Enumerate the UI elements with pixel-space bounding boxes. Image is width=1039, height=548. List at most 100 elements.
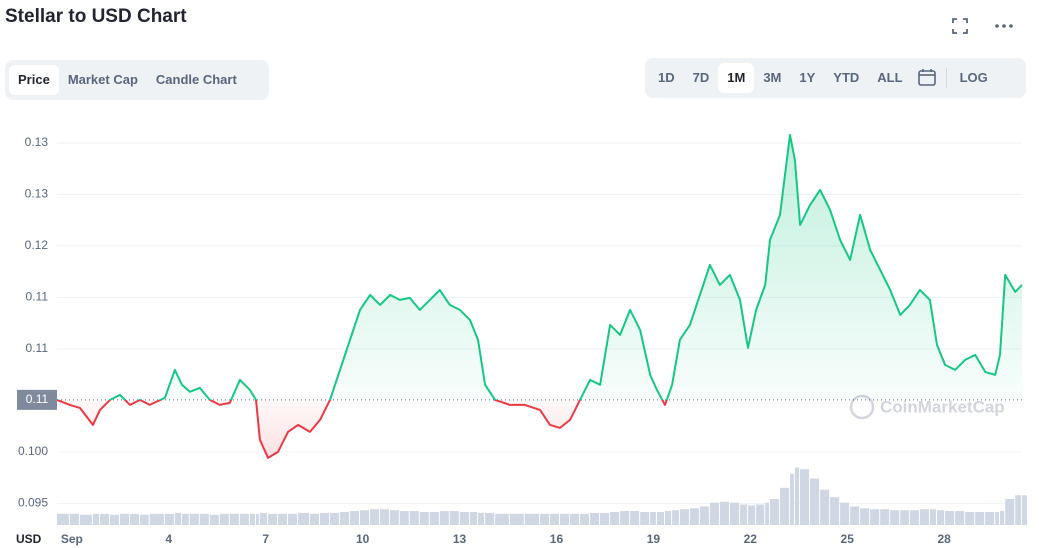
volume-bar bbox=[590, 512, 600, 525]
volume-bar bbox=[610, 512, 620, 525]
volume-bar bbox=[164, 513, 174, 525]
volume-bar bbox=[399, 511, 409, 525]
reference-label: 0.11 bbox=[26, 392, 49, 406]
range-button[interactable]: 7D bbox=[692, 70, 710, 85]
currency-label: USD bbox=[16, 532, 42, 546]
x-tick-label: 7 bbox=[262, 532, 269, 546]
y-tick-label: 0.12 bbox=[25, 238, 49, 252]
volume-bar bbox=[665, 511, 672, 525]
volume-bar bbox=[429, 512, 439, 525]
volume-bar bbox=[780, 487, 790, 525]
volume-bar bbox=[739, 504, 748, 525]
volume-bar bbox=[380, 509, 390, 525]
volume-bar bbox=[390, 510, 399, 525]
range-button[interactable]: 1M bbox=[718, 63, 755, 93]
volume-bar bbox=[1015, 495, 1021, 525]
fullscreen-icon[interactable] bbox=[950, 16, 970, 36]
tab[interactable]: Price bbox=[9, 65, 59, 95]
x-tick-label: 4 bbox=[165, 532, 172, 546]
volume-bar bbox=[449, 511, 459, 525]
volume-bar bbox=[459, 512, 469, 525]
range-button[interactable]: YTD bbox=[833, 70, 860, 85]
x-tick-label: 13 bbox=[453, 532, 467, 546]
volume-bar bbox=[620, 511, 630, 525]
volume-bar bbox=[229, 513, 239, 525]
volume-bar bbox=[485, 512, 495, 525]
volume-bar bbox=[955, 511, 965, 525]
volume-bar bbox=[249, 513, 256, 525]
x-tick-label: 10 bbox=[356, 532, 370, 546]
x-tick-label: Sep bbox=[61, 532, 83, 546]
volume-bar bbox=[570, 513, 580, 525]
volume-bar bbox=[267, 513, 277, 525]
volume-bar bbox=[309, 513, 319, 525]
volume-bar bbox=[239, 513, 249, 525]
tab[interactable]: Market Cap bbox=[67, 72, 138, 87]
volume-bar bbox=[729, 502, 739, 525]
volume-bar bbox=[287, 513, 298, 525]
volume-bar bbox=[79, 514, 92, 525]
volume-bar bbox=[509, 513, 524, 525]
volume-bar bbox=[140, 514, 149, 525]
calendar-icon[interactable] bbox=[912, 63, 942, 93]
y-tick-label: 0.13 bbox=[25, 135, 49, 149]
volume-bar bbox=[656, 512, 665, 525]
volume-bar bbox=[92, 513, 99, 525]
volume-bar bbox=[109, 514, 119, 525]
range-button[interactable]: ALL bbox=[877, 70, 903, 85]
log-button[interactable]: LOG bbox=[959, 70, 988, 85]
volume-bar bbox=[209, 514, 219, 525]
volume-bar bbox=[679, 509, 689, 525]
volume-bar bbox=[975, 512, 985, 525]
volume-bar bbox=[350, 511, 360, 525]
volume-bar bbox=[820, 489, 830, 525]
volume-bar bbox=[419, 512, 429, 525]
tab[interactable]: Candle Chart bbox=[155, 72, 237, 87]
volume-bar bbox=[57, 513, 69, 525]
volume-bar bbox=[650, 512, 656, 525]
volume-bar bbox=[549, 513, 560, 525]
volume-bar bbox=[770, 499, 780, 525]
volume-bar bbox=[689, 508, 699, 525]
volume-bar bbox=[860, 508, 870, 525]
watermark-logo bbox=[849, 394, 875, 420]
volume-bar bbox=[900, 510, 909, 525]
volume-bar bbox=[995, 512, 1000, 525]
volume-bar bbox=[329, 512, 340, 525]
volume-bar bbox=[890, 510, 900, 525]
watermark-text: CoinMarketCap bbox=[880, 397, 1005, 416]
range-group: 1D 7D 1M 3M 1Y YTD ALL LOG bbox=[645, 58, 1026, 98]
volume-bar bbox=[477, 512, 485, 525]
volume-bar bbox=[850, 506, 860, 525]
volume-bar bbox=[99, 513, 109, 525]
volume-bar bbox=[119, 513, 130, 525]
volume-bar bbox=[189, 513, 199, 525]
volume-bar bbox=[699, 506, 709, 525]
more-icon[interactable] bbox=[992, 16, 1016, 36]
divider bbox=[945, 68, 947, 88]
range-button[interactable]: 1D bbox=[658, 70, 675, 85]
volume-bar bbox=[182, 513, 189, 525]
volume-bar bbox=[1022, 495, 1027, 525]
volume-bar bbox=[630, 511, 640, 525]
volume-bar bbox=[880, 509, 890, 525]
range-button[interactable]: 1Y bbox=[799, 70, 816, 85]
volume-bar bbox=[370, 509, 380, 525]
volume-bar bbox=[929, 509, 937, 525]
volume-bar bbox=[130, 513, 140, 525]
volume-bar bbox=[794, 467, 800, 525]
volume-bar bbox=[600, 512, 610, 525]
reference-label-box bbox=[17, 389, 57, 410]
y-tick-label: 0.11 bbox=[26, 341, 49, 355]
volume-bar bbox=[840, 502, 850, 525]
volume-bar bbox=[409, 511, 419, 525]
range-button[interactable]: 3M bbox=[763, 70, 782, 85]
volume-bar bbox=[965, 512, 975, 525]
volume-bar bbox=[709, 502, 719, 525]
x-tick-label: 25 bbox=[841, 532, 855, 546]
y-tick-label: 0.100 bbox=[18, 444, 48, 458]
volume-bar bbox=[219, 513, 229, 525]
volume-bar bbox=[790, 473, 794, 525]
